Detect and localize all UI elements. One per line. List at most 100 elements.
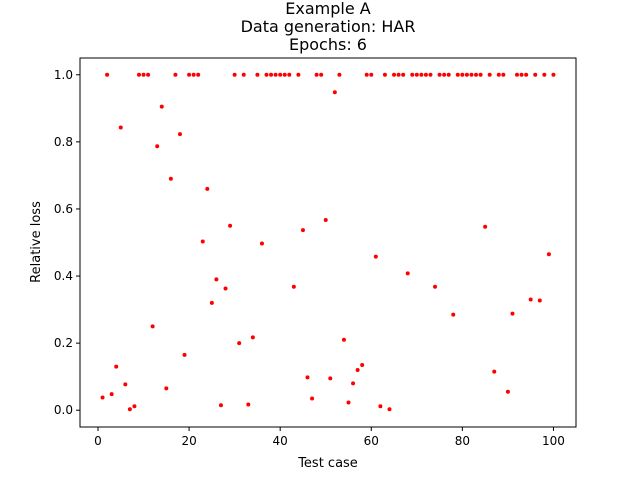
data-point (451, 312, 456, 317)
data-point (100, 395, 105, 400)
data-point (478, 72, 483, 77)
plot-frame (79, 57, 577, 428)
data-point (405, 271, 410, 276)
data-point (173, 72, 178, 77)
data-point (533, 72, 538, 77)
data-point (501, 72, 506, 77)
data-point (382, 72, 387, 77)
data-point (232, 72, 237, 77)
data-point (319, 72, 324, 77)
data-point (455, 72, 460, 77)
data-point (196, 72, 201, 77)
data-point (246, 402, 251, 407)
y-tick-label: 0.2 (54, 336, 73, 350)
data-point (291, 284, 296, 289)
data-point (460, 72, 465, 77)
data-point (328, 376, 333, 381)
x-tick-label: 40 (273, 434, 288, 448)
data-point (287, 72, 292, 77)
data-point (255, 72, 260, 77)
data-point (314, 72, 319, 77)
chart-title-line-3: Epochs: 6 (289, 35, 367, 54)
data-point (492, 369, 497, 374)
data-point (551, 72, 556, 77)
chart-title-line-2: Data generation: HAR (241, 17, 416, 36)
y-tick-label: 1.0 (54, 68, 73, 82)
data-point (392, 72, 397, 77)
data-point (259, 241, 264, 246)
data-point (200, 239, 205, 244)
data-point (114, 364, 119, 369)
data-point (510, 311, 515, 316)
data-point (146, 72, 151, 77)
data-point (433, 284, 438, 289)
data-point (273, 72, 278, 77)
data-point (150, 324, 155, 329)
data-point (105, 72, 110, 77)
chart-title-line-1: Example A (285, 0, 371, 18)
y-tick-label: 0.8 (54, 135, 73, 149)
data-point (305, 375, 310, 380)
data-point (269, 72, 274, 77)
data-point (118, 125, 123, 130)
data-point (387, 407, 392, 412)
data-point (237, 341, 242, 346)
y-axis-ticks: 0.0 0.2 0.4 0.6 0.8 1.0 (54, 68, 80, 417)
data-point (346, 400, 351, 405)
data-point (337, 72, 342, 77)
data-point (155, 144, 160, 149)
x-axis-ticks: 0 20 40 60 80 100 (94, 427, 565, 448)
data-point (442, 72, 447, 77)
data-point (223, 286, 228, 291)
data-point (323, 218, 328, 223)
data-point (132, 404, 137, 409)
data-point (378, 404, 383, 409)
data-point (214, 277, 219, 282)
x-tick-label: 0 (94, 434, 102, 448)
data-point (191, 72, 196, 77)
y-tick-label: 0.4 (54, 269, 73, 283)
data-point (423, 72, 428, 77)
data-point (228, 223, 233, 228)
data-point (487, 72, 492, 77)
data-point (136, 72, 141, 77)
data-point (515, 72, 520, 77)
data-point (278, 72, 283, 77)
data-point (446, 72, 451, 77)
data-point (537, 298, 542, 303)
data-point (469, 72, 474, 77)
data-point (542, 72, 547, 77)
data-point (519, 72, 524, 77)
data-point (373, 254, 378, 259)
data-point (109, 392, 114, 397)
data-point (123, 382, 128, 387)
data-point (332, 90, 337, 95)
data-point (474, 72, 479, 77)
data-points (100, 72, 556, 412)
data-point (546, 252, 551, 257)
y-axis-label: Relative loss (29, 201, 44, 283)
data-point (241, 72, 246, 77)
data-point (187, 72, 192, 77)
data-point (464, 72, 469, 77)
data-point (410, 72, 415, 77)
data-point (428, 72, 433, 77)
x-tick-label: 80 (455, 434, 470, 448)
data-point (282, 72, 287, 77)
data-point (250, 335, 255, 340)
data-point (218, 403, 223, 408)
data-point (483, 224, 488, 229)
data-point (364, 72, 369, 77)
data-point (168, 176, 173, 181)
data-point (496, 72, 501, 77)
data-point (355, 367, 360, 372)
data-point (401, 72, 406, 77)
data-point (414, 72, 419, 77)
y-tick-label: 0.6 (54, 202, 73, 216)
x-axis-label: Test case (297, 456, 358, 471)
data-point (159, 104, 164, 109)
data-point (437, 72, 442, 77)
data-point (528, 297, 533, 302)
